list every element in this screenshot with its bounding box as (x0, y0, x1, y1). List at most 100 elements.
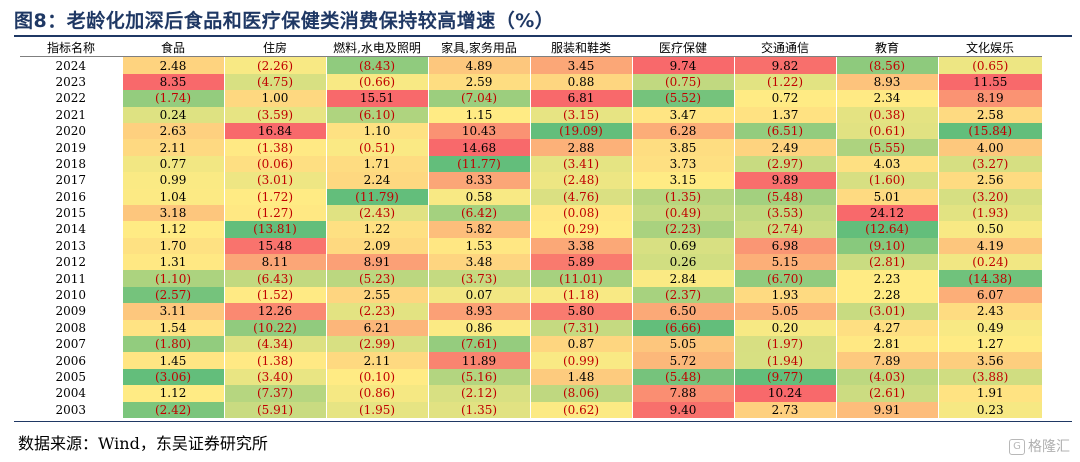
heatmap-cell: 6.07 (937, 286, 1042, 304)
heatmap-cell: (1.95) (325, 401, 428, 418)
heatmap-cell: (13.81) (223, 221, 326, 238)
watermark-text: 格隆汇 (1028, 439, 1070, 455)
heatmap-cell: (1.93) (937, 204, 1042, 222)
row-header: 指标名称 (20, 40, 122, 58)
heatmap-cell: (2.81) (835, 254, 938, 271)
table-row: 2019 2.11 (1.38) (0.51) 14.68 2.88 3.85 2.49 (5.… (20, 139, 1042, 156)
heatmap-cell: 6.21 (325, 319, 428, 337)
heatmap-cell: (1.94) (733, 352, 836, 369)
column-header: 交通通信 (734, 40, 836, 58)
heatmap-cell: (1.80) (121, 336, 224, 353)
table-row: 2020 2.63 16.84 1.10 10.43 (19.09) 6.28 (6.51)(… (20, 122, 1042, 140)
heatmap-cell: (3.53) (733, 204, 836, 222)
heatmap-cell: 0.50 (937, 221, 1042, 238)
heatmap-cell: 3.47 (631, 106, 734, 123)
heatmap-cell: (7.04) (427, 90, 530, 107)
heatmap-cell: (11.01) (529, 270, 632, 287)
column-header: 燃料,水电及照明 (326, 40, 428, 58)
row-label: 2008 (20, 319, 122, 337)
table-row: 2013 1.70 15.48 2.09 1.53 3.38 0.69 6.98 (9.10) 4… (20, 237, 1042, 255)
heatmap-cell: 1.00 (223, 90, 326, 107)
heatmap-cell: 16.84 (223, 122, 326, 140)
heatmap-cell: (3.01) (223, 172, 326, 189)
heatmap-cell: 4.19 (937, 237, 1042, 255)
table-row: 2016 1.04 (1.72) (11.79) 0.58 (4.76) (1.35) (5.… (20, 188, 1042, 205)
heatmap-cell: (0.62) (529, 401, 632, 418)
table-row: 2011 (1.10) (6.43) (5.23) (3.73) (11.01) 2.84(… (20, 270, 1042, 287)
heatmap-cell: 3.56 (937, 352, 1042, 369)
heatmap-cell: 2.73 (733, 401, 836, 418)
heatmap-cell: 8.93 (427, 303, 530, 320)
row-label: 2006 (20, 352, 122, 369)
heatmap-cell: (2.23) (631, 221, 734, 238)
heatmap-cell: (2.37) (631, 286, 734, 304)
table-row: 2022 (1.74) 1.00 15.51 (7.04) 6.81 (5.52) 0.72 2… (20, 90, 1042, 107)
heatmap-cell: (1.38) (223, 352, 326, 369)
heatmap-cell: 1.48 (529, 368, 632, 386)
heatmap-cell: (1.72) (223, 188, 326, 205)
heatmap-cell: 3.38 (529, 237, 632, 255)
heatmap-cell: (2.23) (325, 303, 428, 320)
heatmap-cell: (1.10) (121, 270, 224, 287)
heatmap-cell: 1.70 (121, 237, 224, 255)
heatmap-cell: (0.29) (529, 221, 632, 238)
heatmap-cell: (7.31) (529, 319, 632, 337)
heatmap-cell: (0.66) (325, 73, 428, 91)
heatmap-cell: 8.19 (937, 90, 1042, 107)
heatmap-cell: (1.97) (733, 336, 836, 353)
heatmap-cell: 5.05 (733, 303, 836, 320)
heatmap-cell: 7.88 (631, 385, 734, 402)
heatmap-cell: (0.75) (631, 73, 734, 91)
heatmap-cell: 2.58 (937, 106, 1042, 123)
heatmap-cell: (3.20) (937, 188, 1042, 205)
heatmap-cell: (0.86) (325, 385, 428, 402)
heatmap-cell: (1.38) (223, 139, 326, 156)
column-header: 家具,家务用品 (428, 40, 530, 58)
row-label: 2012 (20, 254, 122, 271)
heatmap-cell: (0.49) (631, 204, 734, 222)
row-label: 2010 (20, 286, 122, 304)
heatmap-cell: 5.89 (529, 254, 632, 271)
row-label: 2009 (20, 303, 122, 320)
heatmap-cell: 0.58 (427, 188, 530, 205)
heatmap-cell: 4.89 (427, 56, 530, 74)
heatmap-cell: 8.35 (121, 73, 224, 91)
header-row: 指标名称 食品 住房 燃料,水电及照明 家具,家务用品 服装和鞋类 医疗保健 交通通信 教育文… (20, 40, 1042, 58)
heatmap-cell: 2.24 (325, 172, 428, 189)
heatmap-cell: 0.88 (529, 73, 632, 91)
heatmap-cell: (1.27) (223, 204, 326, 222)
heatmap-cell: 2.11 (325, 352, 428, 369)
table-row: 2005 (3.06) (3.40) (0.10) (5.16) 1.48 (5.48) (9… (20, 368, 1042, 386)
heatmap-cell: (1.74) (121, 90, 224, 107)
heatmap-cell: 2.88 (529, 139, 632, 156)
heatmap-cell: 5.80 (529, 303, 632, 320)
heatmap-cell: 2.34 (835, 90, 938, 107)
heatmap-cell: 2.63 (121, 122, 224, 140)
heatmap-cell: 2.84 (631, 270, 734, 287)
heatmap-cell: 1.45 (121, 352, 224, 369)
heatmap-cell: (15.84) (937, 122, 1042, 140)
heatmap-cell: 15.48 (223, 237, 326, 255)
heatmap-cell: 2.09 (325, 237, 428, 255)
heatmap-cell: 2.48 (121, 56, 224, 74)
heatmap-cell: (19.09) (529, 122, 632, 140)
heatmap-cell: (3.41) (529, 155, 632, 173)
heatmap-cell: 24.12 (835, 204, 938, 222)
heatmap-body: 2024 2.48 (2.26) (8.43) 4.89 3.45 9.74 9.82 (8.5… (20, 56, 1042, 418)
heatmap-cell: 9.40 (631, 401, 734, 418)
table-row: 2021 0.24 (3.59) (6.10) 1.15 (3.15) 3.47 1.37 (0… (20, 106, 1042, 123)
heatmap-cell: (4.03) (835, 368, 938, 386)
heatmap-cell: 6.98 (733, 237, 836, 255)
heatmap-cell: (3.15) (529, 106, 632, 123)
heatmap-cell: 2.23 (835, 270, 938, 287)
heatmap-cell: (3.27) (937, 155, 1042, 173)
row-label: 2013 (20, 237, 122, 255)
heatmap-cell: (3.01) (835, 303, 938, 320)
heatmap-cell: 12.26 (223, 303, 326, 320)
heatmap-cell: (1.52) (223, 286, 326, 304)
heatmap-cell: 1.10 (325, 122, 428, 140)
table-row: 2010 (2.57) (1.52) 2.55 0.07 (1.18) (2.37) 1.93… (20, 286, 1042, 304)
heatmap-cell: (6.10) (325, 106, 428, 123)
bottom-rule (14, 421, 1072, 422)
heatmap-cell: (5.48) (733, 188, 836, 205)
